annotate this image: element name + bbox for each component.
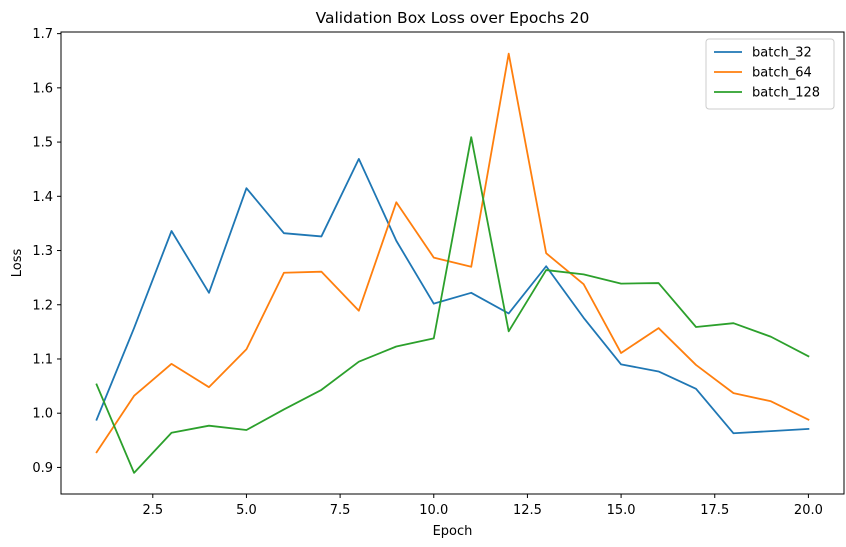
legend: batch_32 batch_64 batch_128 [705,38,835,110]
y-tick-label: 1.7 [32,27,53,42]
x-tick-label: 15.0 [607,503,636,518]
y-tick-label: 1.5 [32,136,53,151]
chart-title: Validation Box Loss over Epochs 20 [316,9,590,27]
series-line-batch_64 [95,52,810,454]
y-tick-label: 1.4 [32,190,53,205]
x-axis-label: Epoch [433,524,473,539]
y-tick-label: 1.1 [32,352,53,367]
x-tick-label: 2.5 [142,503,163,518]
series-lines [95,52,810,474]
y-axis: 0.9 1.0 1.1 1.2 1.3 1.4 1.5 1.6 1.7 [32,27,61,476]
x-tick-label: 17.5 [700,503,729,518]
y-tick-label: 1.6 [32,81,53,96]
legend-label-batch_128: batch_128 [752,86,820,101]
x-tick-label: 7.5 [330,503,351,518]
y-axis-label: Loss [10,249,25,278]
x-axis: 2.5 5.0 7.5 10.0 12.5 15.0 17.5 20.0 [142,494,823,518]
x-tick-label: 5.0 [236,503,257,518]
x-tick-label: 20.0 [794,503,823,518]
x-tick-label: 10.0 [419,503,448,518]
legend-label-batch_64: batch_64 [752,66,812,81]
y-tick-label: 0.9 [32,461,53,476]
x-tick-label: 12.5 [513,503,542,518]
y-tick-label: 1.3 [32,244,53,259]
series-line-batch_128 [95,136,810,474]
legend-label-batch_32: batch_32 [752,46,812,61]
y-tick-label: 1.0 [32,407,53,422]
plot-frame [60,31,845,495]
series-line-batch_32 [95,157,810,435]
y-tick-label: 1.2 [32,298,53,313]
